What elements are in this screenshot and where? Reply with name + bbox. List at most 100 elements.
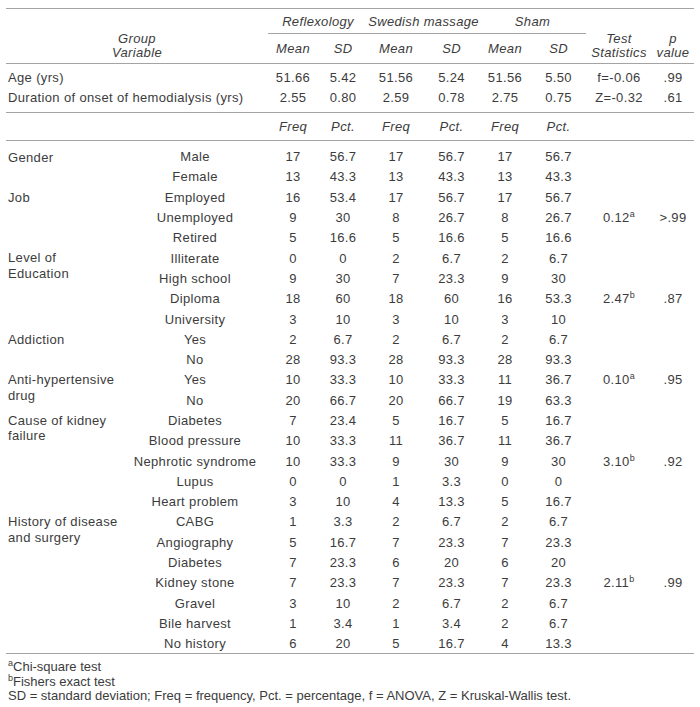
value-cell: 30: [531, 451, 586, 471]
variable-label: No: [122, 390, 268, 410]
value-cell: 5: [268, 532, 318, 552]
sd-header-1: SD: [318, 34, 368, 64]
value-cell: 16.6: [318, 228, 368, 248]
value-cell: 5: [479, 228, 531, 248]
value-cell: 66.7: [424, 390, 479, 410]
test-cell: [586, 187, 652, 207]
value-cell: 36.7: [531, 431, 586, 451]
value-cell: 3: [268, 593, 318, 613]
test-cell: f=-0.06: [586, 64, 652, 89]
footnote-line: aChi-square test: [8, 660, 694, 675]
value-cell: 60: [318, 289, 368, 309]
value-cell: 3.3: [424, 471, 479, 491]
value-cell: 2: [479, 248, 531, 268]
p-cell: .99: [652, 573, 694, 593]
value-cell: 0: [268, 471, 318, 491]
value-cell: 23.3: [424, 532, 479, 552]
pct-header-2: Pct.: [424, 113, 479, 141]
variable-label: Female: [122, 167, 268, 187]
p-cell: [652, 532, 694, 552]
value-cell: 16.6: [424, 228, 479, 248]
group-label: History of diseaseand surgery: [6, 512, 122, 654]
p-cell: .99: [652, 64, 694, 89]
p-cell: [652, 329, 694, 349]
value-cell: 9: [479, 268, 531, 288]
freq-header-1: Freq: [268, 113, 318, 141]
variable-label: University: [122, 309, 268, 329]
p-cell: .61: [652, 88, 694, 113]
value-cell: 43.3: [318, 167, 368, 187]
test-cell: 2.11b: [586, 573, 652, 593]
test-superscript: b: [629, 574, 634, 584]
test-cell: [586, 512, 652, 532]
value-cell: 23.3: [531, 532, 586, 552]
value-cell: 2: [479, 593, 531, 613]
value-cell: 33.3: [318, 431, 368, 451]
value-cell: 20: [531, 552, 586, 572]
value-cell: 10: [268, 431, 318, 451]
footnote-line: bFishers exact test: [8, 675, 694, 690]
value-cell: 6.7: [424, 329, 479, 349]
value-cell: 9: [268, 268, 318, 288]
value-cell: 16: [479, 289, 531, 309]
value-cell: 23.3: [531, 573, 586, 593]
test-cell: [586, 410, 652, 430]
value-cell: 2: [368, 329, 424, 349]
p-cell: [652, 471, 694, 491]
test-cell: [586, 268, 652, 288]
test-superscript: a: [630, 371, 635, 381]
value-cell: 0: [479, 471, 531, 491]
value-cell: 1: [268, 512, 318, 532]
table-row: AddictionYes26.726.726.7: [6, 329, 694, 349]
variable-label: Male: [122, 141, 268, 167]
value-cell: 33.3: [318, 451, 368, 471]
value-cell: 18: [368, 289, 424, 309]
freq-header-3: Freq: [479, 113, 531, 141]
value-cell: 13: [268, 167, 318, 187]
value-cell: 23.3: [318, 573, 368, 593]
value-cell: 13.3: [424, 492, 479, 512]
freq-pct-empty-test: [586, 113, 652, 141]
table-row: Level ofEducationIlliterate0026.726.7: [6, 248, 694, 268]
group-label: Anti-hypertensivedrug: [6, 370, 122, 411]
continuous-row: Duration of onset of hemodialysis (yrs)2…: [6, 88, 694, 113]
test-cell: [586, 349, 652, 369]
value-cell: 93.3: [318, 349, 368, 369]
p-cell: [652, 268, 694, 288]
row-label: Duration of onset of hemodialysis (yrs): [6, 88, 268, 113]
freq-pct-header-section: Freq Pct. Freq Pct. Freq Pct.: [6, 113, 694, 141]
value-cell: 4: [479, 634, 531, 654]
test-cell: [586, 492, 652, 512]
value-cell: 7: [368, 573, 424, 593]
value-cell: 10: [368, 370, 424, 390]
test-superscript: b: [630, 452, 635, 462]
value-cell: 53.4: [318, 187, 368, 207]
value-cell: 56.7: [424, 141, 479, 167]
table-row: History of diseaseand surgeryCABG13.326.…: [6, 512, 694, 532]
variable-label: No history: [122, 634, 268, 654]
value-cell: 6.7: [424, 593, 479, 613]
value-cell: 3.4: [318, 613, 368, 633]
p-cell: [652, 187, 694, 207]
test-cell: [586, 141, 652, 167]
value-cell: 28: [479, 349, 531, 369]
value-cell: 17: [479, 141, 531, 167]
p-cell: [652, 593, 694, 613]
test-cell: [586, 532, 652, 552]
value-cell: 0.75: [531, 88, 586, 113]
value-cell: 3: [479, 309, 531, 329]
p-cell: [652, 141, 694, 167]
test-cell: Z=-0.32: [586, 88, 652, 113]
value-cell: 2.55: [268, 88, 318, 113]
value-cell: 5.50: [531, 64, 586, 89]
value-cell: 5.42: [318, 64, 368, 89]
value-cell: 6: [368, 552, 424, 572]
value-cell: 10: [531, 309, 586, 329]
swedish-massage-header: Swedish massage: [368, 9, 479, 34]
value-cell: 30: [424, 451, 479, 471]
value-cell: 9: [268, 207, 318, 227]
value-cell: 16.7: [531, 492, 586, 512]
value-cell: 9: [479, 451, 531, 471]
value-cell: 51.56: [368, 64, 424, 89]
test-cell: [586, 248, 652, 268]
